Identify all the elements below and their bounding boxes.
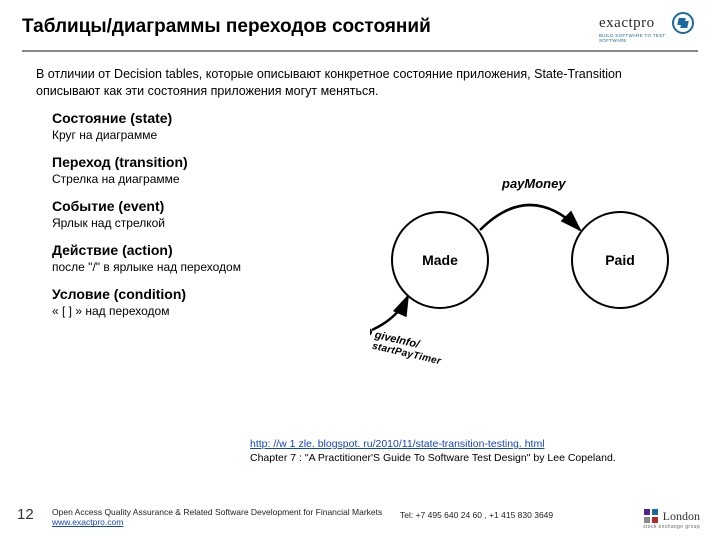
edge-start <box>372 296 408 330</box>
logo-mark-icon <box>672 12 694 34</box>
references: http: //w 1 zle. blogspot. ru/2010/11/st… <box>250 438 616 465</box>
footer-tel: Tel: +7 495 640 24 60 , +1 415 830 3649 <box>400 510 553 520</box>
state-node-paid-label: Paid <box>605 252 635 268</box>
slide-footer: 12 Open Access Quality Assurance & Relat… <box>0 496 720 540</box>
term-condition-sub: « [ ] » над переходом <box>52 304 352 318</box>
reference-book: Chapter 7 : "A Practitioner'S Guide To S… <box>250 452 616 464</box>
term-transition-head: Переход (transition) <box>52 154 352 170</box>
logo-tagline: BUILD SOFTWARE TO TEST SOFTWARE <box>599 33 694 43</box>
term-state-sub: Круг на диаграмме <box>52 128 352 142</box>
page-number: 12 <box>17 506 34 523</box>
term-event-head: Событие (event) <box>52 198 352 214</box>
page-title: Таблицы/диаграммы переходов состояний <box>22 16 698 38</box>
term-state-head: Состояние (state) <box>52 110 352 126</box>
intro-text: В отличии от Decision tables, которые оп… <box>36 66 684 100</box>
lse-logo: London stock exchange group <box>620 508 700 530</box>
state-diagram: Made Paid payMoney giveInfo/ startPayTim… <box>370 170 690 350</box>
term-action-sub: после "/" в ярлыке над переходом <box>52 260 352 274</box>
term-event-sub: Ярлык над стрелкой <box>52 216 352 230</box>
edge-label-paymoney: payMoney <box>502 176 566 191</box>
edge-paymoney <box>480 205 580 230</box>
title-divider <box>22 50 698 52</box>
footer-link[interactable]: www.exactpro.com <box>52 517 123 527</box>
terms-list: Состояние (state) Круг на диаграмме Пере… <box>52 110 352 330</box>
state-node-made-label: Made <box>422 252 458 268</box>
state-node-paid: Paid <box>571 211 669 309</box>
reference-link[interactable]: http: //w 1 zle. blogspot. ru/2010/11/st… <box>250 438 545 450</box>
term-action-head: Действие (action) <box>52 242 352 258</box>
term-condition-head: Условие (condition) <box>52 286 352 302</box>
term-transition-sub: Стрелка на диаграмме <box>52 172 352 186</box>
exactpro-logo: exactpro BUILD SOFTWARE TO TEST SOFTWARE <box>599 12 694 42</box>
lse-mark-icon <box>643 508 659 524</box>
state-node-made: Made <box>391 211 489 309</box>
footer-left: Open Access Quality Assurance & Related … <box>52 507 382 528</box>
